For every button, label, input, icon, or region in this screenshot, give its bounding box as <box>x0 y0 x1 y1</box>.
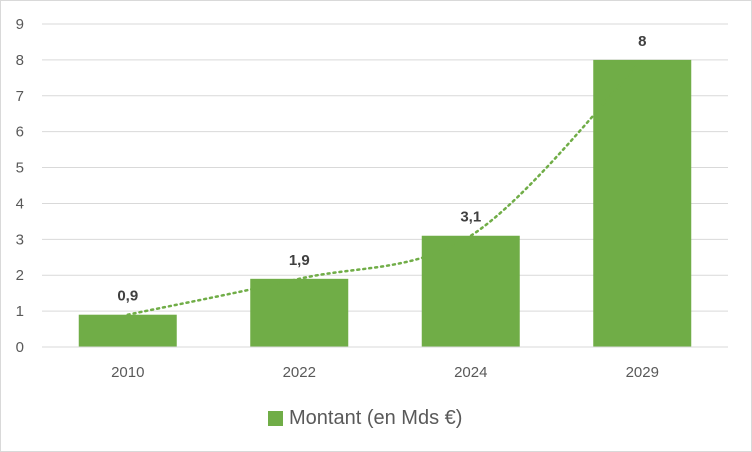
y-tick-label: 2 <box>16 267 24 284</box>
y-axis-ticks: 0 1 2 3 4 5 6 7 8 9 <box>16 16 24 356</box>
y-tick-label: 4 <box>16 195 24 212</box>
trendline <box>126 58 644 316</box>
data-label: 8 <box>638 33 646 50</box>
y-tick-label: 1 <box>16 303 24 320</box>
x-tick-label: 2010 <box>111 364 144 381</box>
y-tick-label: 5 <box>16 160 24 177</box>
y-tick-label: 9 <box>16 16 24 33</box>
x-axis-ticks: 2010 2022 2024 2029 <box>111 364 659 381</box>
x-tick-label: 2029 <box>626 364 659 381</box>
y-tick-label: 6 <box>16 124 24 141</box>
bar <box>421 235 520 347</box>
x-tick-label: 2024 <box>454 364 487 381</box>
legend-label: Montant (en Mds €) <box>289 406 463 429</box>
y-tick-label: 7 <box>16 88 24 105</box>
legend-swatch <box>268 410 283 426</box>
bars <box>78 59 692 348</box>
data-label: 0,9 <box>117 288 138 305</box>
y-tick-label: 0 <box>16 339 24 356</box>
y-tick-label: 3 <box>16 231 24 248</box>
bar <box>593 59 692 348</box>
bar <box>78 314 177 347</box>
x-tick-label: 2022 <box>283 364 316 381</box>
y-tick-label: 8 <box>16 52 24 69</box>
legend: Montant (en Mds €) <box>268 404 462 432</box>
data-label: 1,9 <box>289 252 310 269</box>
bar <box>250 278 349 347</box>
data-label: 3,1 <box>460 209 481 226</box>
data-labels: 0,9 1,9 3,1 8 <box>117 33 646 305</box>
